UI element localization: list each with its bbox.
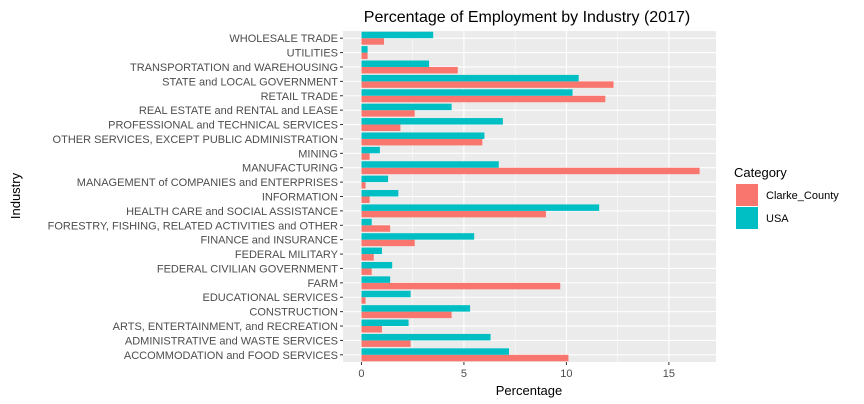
bar-clarke-county [361,254,374,261]
bar-usa [361,276,391,283]
bar-clarke-county [361,354,569,362]
y-tick-label: MINING [298,148,338,160]
bar-clarke-county [361,239,415,247]
bar-clarke-county [361,66,458,74]
bar-clarke-county [361,110,415,117]
bar-usa [361,319,409,327]
bar-usa [361,146,380,154]
y-tick-label: WHOLESALE TRADE [229,33,338,45]
y-axis-ticks: WHOLESALE TRADE UTILITIES TRANSPORTATION a… [48,33,343,362]
x-tick-label: 0 [358,368,364,380]
bar-clarke-county [361,196,370,203]
y-tick-label: ACCOMMODATION and FOOD SERVICES [124,350,338,362]
legend-title: Category [734,165,787,180]
bar-clarke-county [361,268,372,275]
legend-swatch [736,207,758,229]
bar-clarke-county [361,153,370,160]
bar-usa [361,333,491,341]
x-tick-label: 15 [663,368,675,380]
legend-items: Clarke_County USA [736,184,839,229]
y-tick-label: UTILITIES [287,48,338,60]
bar-usa [361,89,573,96]
bar-usa [361,290,411,298]
bar-clarke-county [361,167,700,175]
bar-usa [361,60,430,67]
bar-clarke-county [361,326,382,333]
bar-clarke-county [361,81,614,88]
bar-clarke-county [361,210,546,218]
y-tick-label: ARTS, ENTERTAINMENT, and RECREATION [113,321,338,333]
bar-clarke-county [361,124,401,132]
y-tick-label: MANAGEMENT of COMPANIES and ENTERPRISES [77,177,338,189]
x-axis-title: Percentage [496,383,563,398]
y-tick-label: FEDERAL CIVILIAN GOVERNMENT [157,263,338,275]
bar-usa [361,261,393,269]
y-tick-label: HEALTH CARE and SOCIAL ASSISTANCE [126,206,338,218]
bar-usa [361,218,372,226]
bar-usa [361,190,399,197]
y-tick-label: FORESTRY, FISHING, RELATED ACTIVITIES an… [48,220,338,232]
bar-usa [361,204,600,211]
y-tick-label: PROFESSIONAL and TECHNICAL SERVICES [108,120,338,132]
legend-swatch [736,184,758,206]
bar-clarke-county [361,282,561,290]
bar-usa [361,103,452,111]
y-tick-label: OTHER SERVICES, EXCEPT PUBLIC ADMINISTRA… [53,134,339,146]
y-tick-label: EDUCATIONAL SERVICES [203,292,339,304]
bar-usa [361,233,475,240]
bar-clarke-county [361,311,452,319]
y-axis-title: Industry [8,172,23,219]
bar-usa [361,175,389,183]
legend-label: USA [766,213,789,225]
y-tick-label: ADMINISTRATIVE and WASTE SERVICES [125,335,338,347]
bar-clarke-county [361,52,368,60]
y-tick-label: FINANCE and INSURANCE [200,235,338,247]
bar-clarke-county [361,38,384,45]
y-tick-label: FARM [307,278,338,290]
bar-clarke-county [361,340,411,347]
legend: Category Clarke_County USA [734,165,839,229]
bar-clarke-county [361,95,606,103]
y-tick-label: INFORMATION [262,192,338,204]
bar-usa [361,132,485,139]
y-tick-label: RETAIL TRADE [261,91,338,103]
bar-usa [361,247,382,255]
bar-usa [361,305,471,312]
chart-title: Percentage of Employment by Industry (20… [364,9,690,26]
y-tick-label: MANUFACTURING [242,163,338,175]
x-tick-label: 10 [560,368,572,380]
x-axis-ticks: 0 5 10 15 [358,362,675,380]
y-tick-label: CONSTRUCTION [249,307,338,319]
bar-usa [361,31,434,39]
bar-usa [361,74,579,82]
bar-clarke-county [361,225,391,232]
bar-usa [361,348,510,355]
bar-usa [361,161,499,168]
bar-clarke-county [361,138,483,146]
bar-clarke-county [361,297,366,304]
bar-usa [361,118,503,125]
y-tick-label: FEDERAL MILITARY [235,249,339,261]
x-tick-label: 5 [461,368,467,380]
legend-label: Clarke_County [766,190,839,202]
y-tick-label: STATE and LOCAL GOVERNMENT [162,76,338,88]
y-tick-label: TRANSPORTATION and WAREHOUSING [130,62,338,74]
bar-usa [361,46,368,53]
bars [361,31,700,362]
y-tick-label: REAL ESTATE and RENTAL and LEASE [139,105,338,117]
bar-clarke-county [361,182,366,189]
